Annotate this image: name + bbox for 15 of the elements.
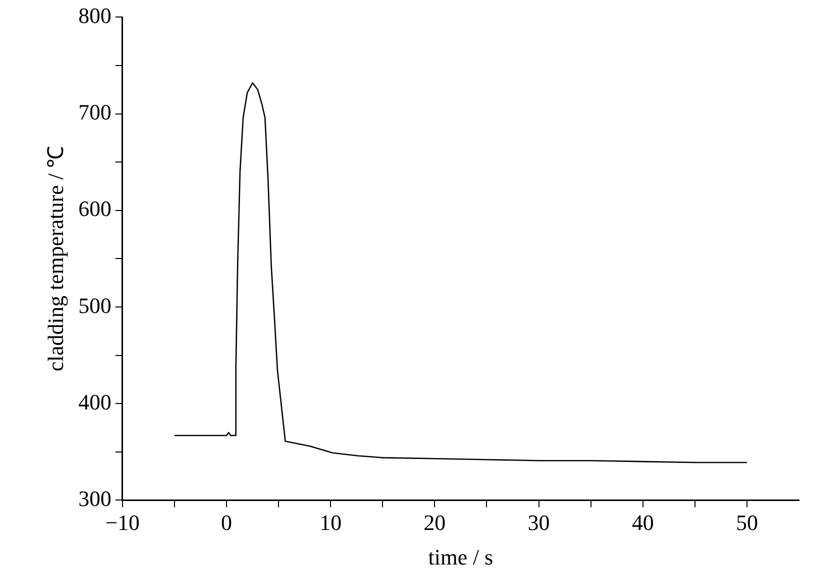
y-tick-label: 500 [78, 292, 112, 318]
x-tick-label: 0 [220, 510, 232, 536]
y-tick-label: 300 [78, 486, 112, 511]
x-tick-label: 10 [320, 510, 342, 536]
x-axis-title: time / s [428, 544, 494, 570]
x-tick-label: 40 [632, 510, 654, 536]
y-axis-title: cladding temperature / ℃ [42, 146, 68, 372]
y-tick-label: 600 [78, 196, 112, 222]
x-tick-label: 50 [736, 510, 758, 536]
x-tick-label: 20 [424, 510, 446, 536]
x-tick-label: 30 [528, 510, 550, 536]
x-tick-label: −10 [105, 510, 140, 536]
y-tick-label: 800 [78, 2, 112, 28]
y-tick-label: 400 [78, 389, 112, 414]
y-tick-label: 700 [78, 100, 112, 125]
